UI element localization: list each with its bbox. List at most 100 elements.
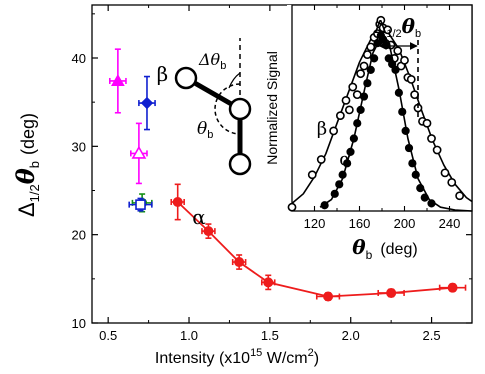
inset-x-tick-label: 120 bbox=[304, 216, 326, 231]
inset-data-point bbox=[335, 180, 344, 189]
inset-data-point bbox=[353, 119, 362, 128]
half-width-label: Δ1/2θb bbox=[374, 14, 421, 40]
schematic-atom-1 bbox=[174, 66, 198, 90]
data-point bbox=[234, 257, 245, 268]
main-y-tick-label: 10 bbox=[72, 316, 86, 331]
main-annotations: αβ bbox=[157, 62, 206, 229]
inset-axis-ticks: 120 160 200 240 bbox=[291, 5, 473, 231]
inset-data-point bbox=[376, 15, 386, 25]
schematic-atom-3 bbox=[228, 152, 252, 176]
inset-data-point bbox=[391, 65, 400, 74]
inset-data-point bbox=[366, 65, 375, 74]
main-series-1 bbox=[138, 75, 156, 131]
inset-data-point bbox=[341, 95, 351, 105]
inset-data-point bbox=[346, 147, 355, 156]
inset-data-point bbox=[401, 126, 410, 135]
main-x-tick-label: 1.0 bbox=[180, 328, 198, 343]
inset-data-point bbox=[406, 74, 416, 84]
inset-chart: 120 160 200 240 βα Δ1/2θb Normalized Signal… bbox=[264, 4, 473, 262]
inset-data-point bbox=[427, 134, 436, 143]
inset-annotation: α bbox=[339, 149, 351, 170]
main-series-5 bbox=[128, 197, 153, 212]
inset-data-point bbox=[427, 199, 436, 208]
molecule-schematic: Δθb θb bbox=[174, 38, 252, 176]
inset-data-point bbox=[382, 40, 391, 50]
inset-data-point bbox=[330, 189, 339, 198]
inset-x-tick-label: 160 bbox=[349, 216, 371, 231]
inset-data-point bbox=[335, 111, 345, 121]
inset-x-tick-label: 200 bbox=[394, 216, 416, 231]
inset-data-point bbox=[398, 107, 407, 116]
main-x-tick-label: 1.5 bbox=[261, 328, 279, 343]
inset-x-tick-label: 240 bbox=[439, 216, 461, 231]
inset-data-point bbox=[440, 168, 450, 178]
inset-data-point bbox=[287, 202, 297, 212]
inset-data-point bbox=[370, 54, 379, 63]
inset-data-point bbox=[394, 88, 403, 97]
main-y-tick-label: 40 bbox=[72, 51, 86, 66]
data-point bbox=[386, 287, 397, 298]
schematic-delta-label: Δθb bbox=[198, 50, 226, 72]
inset-data-point bbox=[410, 90, 420, 100]
data-point bbox=[172, 196, 183, 207]
inset-data-point bbox=[393, 46, 403, 56]
inset-data-point bbox=[329, 126, 339, 136]
inset-data-point bbox=[422, 118, 432, 128]
schematic-delta-arc bbox=[228, 72, 241, 89]
main-x-tick-label: 2.5 bbox=[423, 328, 441, 343]
main-x-tick-label: 2.0 bbox=[342, 328, 360, 343]
inset-data-point bbox=[383, 25, 393, 35]
main-y-axis-label: Δ1/2θb(deg) bbox=[11, 113, 42, 217]
inset-data-point bbox=[359, 61, 369, 71]
inset-x-axis-label: θb (deg) bbox=[352, 235, 417, 262]
inset-data-point bbox=[366, 42, 376, 52]
inset-data-point bbox=[404, 143, 414, 153]
inset-data-point bbox=[356, 105, 365, 115]
schematic-angle-label: θb bbox=[197, 119, 213, 141]
inset-data-point bbox=[316, 155, 326, 164]
inset-data-point bbox=[352, 90, 362, 100]
inset-data-point bbox=[356, 69, 366, 79]
inset-data-point bbox=[455, 191, 465, 201]
main-series bbox=[108, 48, 467, 302]
inset-annotations: βα bbox=[317, 119, 352, 171]
main-series-2 bbox=[108, 48, 127, 114]
data-point bbox=[263, 277, 274, 288]
inset-data-point bbox=[411, 170, 420, 179]
inset-y-axis-label: Normalized Signal bbox=[264, 51, 280, 165]
inset-data-point bbox=[349, 134, 358, 143]
data-point bbox=[447, 282, 458, 293]
inset-data-point bbox=[400, 55, 409, 65]
inset-data-point bbox=[343, 159, 352, 168]
inset-data-point bbox=[320, 201, 329, 210]
inset-data-point bbox=[344, 105, 354, 115]
inset-data-point bbox=[420, 193, 429, 202]
inset-data-point bbox=[408, 159, 417, 168]
inset-data-point bbox=[447, 177, 457, 187]
main-axis-ticks: 0.5 1.0 1.5 2.0 2.5 10 20 30 40 bbox=[72, 5, 472, 343]
main-series-3 bbox=[130, 122, 148, 185]
inset-data-point bbox=[362, 50, 372, 59]
inset-data-point bbox=[416, 184, 425, 193]
data-point bbox=[140, 96, 154, 110]
inset-data-point bbox=[348, 82, 358, 92]
data-point bbox=[111, 73, 125, 86]
data-point bbox=[135, 199, 146, 210]
inset-data-point bbox=[359, 92, 369, 101]
data-point bbox=[323, 291, 334, 302]
main-annotation: β bbox=[157, 62, 169, 86]
main-series-0 bbox=[170, 183, 467, 302]
main-y-tick-label: 30 bbox=[72, 139, 86, 154]
main-x-axis-label: Intensity (x1015 W/cm2) bbox=[155, 347, 319, 367]
data-point bbox=[131, 145, 147, 159]
inset-data-point bbox=[432, 145, 442, 155]
main-annotation: α bbox=[192, 205, 206, 229]
main-y-tick-label: 20 bbox=[72, 228, 86, 243]
inset-annotation: β bbox=[317, 119, 327, 140]
schematic-atom-2 bbox=[228, 97, 252, 121]
main-x-tick-label: 0.5 bbox=[99, 328, 117, 343]
inset-width-marker: Δ1/2θb bbox=[374, 14, 421, 118]
data-point bbox=[203, 226, 214, 237]
